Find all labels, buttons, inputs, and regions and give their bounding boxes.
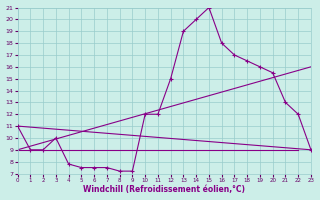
X-axis label: Windchill (Refroidissement éolien,°C): Windchill (Refroidissement éolien,°C)	[83, 185, 245, 194]
